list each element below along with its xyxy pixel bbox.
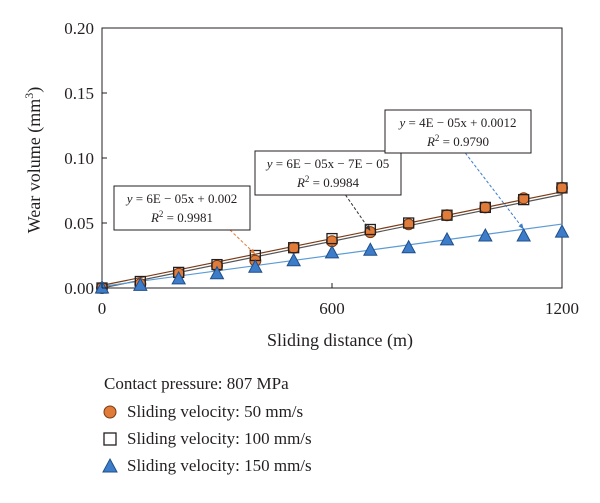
- r-squared-text: R2 = 0.9790: [426, 133, 489, 149]
- square-marker: [326, 232, 338, 245]
- triangle-marker: [439, 231, 455, 246]
- equation-box: [384, 109, 532, 154]
- circle-marker: [441, 209, 453, 222]
- y-tick-label: 0.15: [64, 84, 94, 103]
- y-tick-label: 0.05: [64, 214, 94, 233]
- x-axis-title: Sliding distance (m): [267, 330, 413, 351]
- annotation-pointer: [464, 152, 525, 230]
- equation-annotation-0: y = 6E − 05x + 0.002 R2 = 0.9981: [113, 185, 256, 255]
- data-markers: [94, 181, 570, 294]
- y-tick-label: 0.00: [64, 279, 94, 298]
- x-tick-label: 600: [319, 299, 345, 318]
- r-superscript: 2: [159, 209, 164, 219]
- equation-box: [113, 185, 251, 231]
- equation-text: y = 6E − 05x − 7E − 05: [265, 156, 390, 171]
- square-marker-icon: [103, 431, 117, 446]
- equation-expression: = 4E − 05x + 0.0012: [405, 115, 516, 130]
- triangle-marker: [401, 239, 417, 254]
- triangle-marker: [171, 270, 187, 285]
- equation-variable: y: [125, 191, 133, 206]
- annotation-arrowhead: [518, 223, 524, 230]
- triangle-marker: [477, 227, 493, 242]
- r-squared-text: R2 = 0.9984: [296, 174, 360, 190]
- r-value: = 0.9790: [439, 134, 489, 149]
- y-axis-title-sup: 3: [22, 93, 36, 99]
- equation-variable: y: [398, 115, 406, 130]
- equation-expression: = 6E − 05x − 7E − 05: [273, 156, 390, 171]
- y-axis-title: Wear volume (mm3): [22, 87, 45, 234]
- triangle-marker: [132, 277, 148, 291]
- triangle-marker: [209, 265, 225, 280]
- r-symbol: R: [150, 210, 159, 225]
- triangle-marker: [554, 224, 570, 238]
- square-marker: [556, 182, 568, 194]
- legend-title: Contact pressure: 807 MPa: [104, 374, 289, 393]
- y-axis-title-end: ): [24, 87, 45, 93]
- equation-expression: = 6E − 05x + 0.002: [133, 191, 238, 206]
- x-tick-label: 0: [98, 299, 107, 318]
- square-marker: [364, 223, 376, 236]
- equation-variable: y: [265, 156, 273, 171]
- legend-item-100: Sliding velocity: 100 mm/s: [100, 425, 580, 452]
- circle-marker: [287, 241, 300, 254]
- legend-label-150: Sliding velocity: 150 mm/s: [127, 455, 312, 475]
- y-axis-title-main: Wear volume (mm: [24, 99, 45, 234]
- square-marker: [403, 217, 415, 229]
- legend: Contact pressure: 807 MPa Sliding veloci…: [100, 370, 580, 479]
- triangle-marker-icon: [102, 457, 118, 472]
- square-marker: [479, 201, 491, 214]
- triangle-marker: [324, 244, 340, 259]
- legend-label-100: Sliding velocity: 100 mm/s: [127, 428, 312, 448]
- square-marker: [518, 193, 530, 206]
- circle-marker: [479, 201, 492, 214]
- annotation-arrowhead: [249, 248, 256, 255]
- legend-item-50: Sliding velocity: 50 mm/s: [100, 398, 580, 425]
- triangle-marker: [247, 259, 263, 273]
- r-value: = 0.9984: [309, 175, 359, 190]
- square-marker: [441, 209, 453, 221]
- circle-marker-icon: [103, 405, 117, 418]
- equation-annotation-1: y = 6E − 05x − 7E − 05 R2 = 0.9984: [254, 150, 402, 232]
- annotation-pointer: [229, 229, 256, 255]
- triangle-marker: [286, 252, 302, 267]
- x-tick-label: 1200: [545, 299, 579, 318]
- equation-text: y = 4E − 05x + 0.0012: [398, 115, 517, 130]
- r-symbol: R: [426, 134, 435, 149]
- triangle-marker: [516, 227, 532, 242]
- equation-annotation-2: y = 4E − 05x + 0.0012 R2 = 0.9790: [384, 109, 532, 230]
- equation-box: [254, 150, 402, 196]
- annotation-arrowhead: [365, 224, 371, 231]
- circle-marker: [556, 181, 568, 194]
- axes: 0.00 0.05 0.10 0.15 0.20 0 600 1200: [64, 19, 579, 318]
- y-tick-label: 0.10: [64, 149, 94, 168]
- legend-item-150: Sliding velocity: 150 mm/s: [100, 452, 580, 479]
- triangle-marker: [362, 242, 378, 256]
- r-squared-text: R2 = 0.9981: [150, 209, 213, 225]
- y-tick-label: 0.20: [64, 19, 94, 38]
- r-symbol: R: [296, 175, 305, 190]
- equation-text: y = 6E − 05x + 0.002: [125, 191, 237, 206]
- r-superscript: 2: [435, 133, 440, 143]
- legend-label-50: Sliding velocity: 50 mm/s: [127, 401, 304, 421]
- r-value: = 0.9981: [163, 210, 213, 225]
- annotation-pointer: [345, 194, 371, 232]
- r-superscript: 2: [305, 174, 310, 184]
